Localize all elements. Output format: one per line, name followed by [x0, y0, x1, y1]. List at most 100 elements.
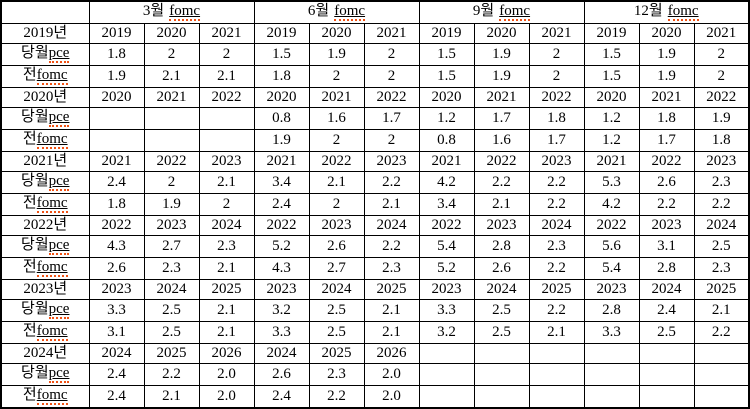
year-cell: 2024 — [143, 278, 200, 300]
value-cell: 1.9 — [143, 192, 200, 217]
value-cell: 1.9 — [473, 65, 530, 89]
year-cell: 2022 — [473, 151, 530, 172]
year-cell: 2021 — [418, 151, 475, 172]
value-cell: 2.3 — [693, 256, 750, 280]
label-latin-word: fomc — [499, 3, 531, 22]
label-latin-word: fomc — [169, 3, 201, 22]
year-cell: 2023 — [308, 215, 365, 236]
year-cell: 2022 — [693, 87, 750, 108]
year-cell: 2023 — [253, 278, 310, 300]
year-cell — [473, 342, 530, 364]
year-cell: 2023 — [583, 278, 640, 300]
year-cell: 2023 — [528, 151, 585, 172]
year-cell — [693, 342, 750, 364]
value-cell: 1.5 — [418, 65, 475, 89]
value-cell: 1.6 — [473, 128, 530, 153]
value-cell — [198, 106, 255, 130]
value-cell: 2 — [308, 192, 365, 217]
value-cell: 2.2 — [638, 192, 695, 217]
value-cell: 2 — [308, 128, 365, 153]
year-header-row: 2020년 2020 2021 2022 2020 2021 2022 2020 2021 202… — [0, 87, 750, 108]
year-cell: 2020 — [583, 87, 640, 108]
value-cell — [583, 362, 640, 386]
year-cell: 2025 — [308, 342, 365, 364]
label-korean-part: 전 — [22, 67, 37, 84]
value-cell: 2.3 — [363, 256, 420, 280]
label-latin-word: pce — [48, 172, 70, 191]
value-cell: 2.2 — [528, 170, 585, 194]
value-cell: 2 — [143, 42, 200, 67]
year-cell: 2022 — [198, 87, 255, 108]
value-cell: 2.5 — [308, 298, 365, 322]
value-cell — [528, 384, 585, 409]
value-cell — [473, 384, 530, 409]
value-cell: 2 — [363, 65, 420, 89]
prev-fomc-row: 전fomc 1.8 1.9 2 2.4 2 2.1 3.4 2.1 2.2 4.2 2.2 2.2 — [0, 192, 750, 217]
year-cell: 2024 — [198, 215, 255, 236]
year-cell: 2023 — [418, 278, 475, 300]
label-latin-word: pce — [48, 236, 70, 255]
year-cell: 2026 — [363, 342, 420, 364]
current-pce-row: 당월pce 1.8 2 2 1.5 1.9 2 1.5 1.9 2 1.5 1.9 2 — [0, 42, 750, 67]
block-year-label: 2022년 — [0, 215, 90, 236]
year-cell: 2021 — [198, 23, 255, 44]
value-cell: 1.9 — [693, 106, 750, 130]
value-cell: 0.8 — [418, 128, 475, 153]
value-cell: 2.0 — [363, 384, 420, 409]
value-cell — [143, 106, 200, 130]
value-cell: 2.7 — [308, 256, 365, 280]
year-cell: 2022 — [88, 215, 145, 236]
value-cell: 2.6 — [473, 256, 530, 280]
label-korean-part: 당월 — [21, 44, 49, 61]
year-cell: 2024 — [638, 278, 695, 300]
row-label-fomc: 전fomc — [0, 256, 90, 280]
year-cell: 2022 — [583, 215, 640, 236]
value-cell: 2 — [363, 128, 420, 153]
value-cell — [418, 384, 475, 409]
corner-cell — [0, 0, 90, 25]
group-header-cell: 9월 fomc — [418, 0, 585, 25]
year-cell: 2024 — [693, 215, 750, 236]
value-cell: 3.4 — [418, 192, 475, 217]
value-cell: 5.3 — [583, 170, 640, 194]
value-cell: 2.6 — [88, 256, 145, 280]
value-cell: 2.1 — [473, 192, 530, 217]
label-korean-part: 9월 — [472, 3, 495, 20]
block-year-label: 2023년 — [0, 278, 90, 300]
label-korean-part: 6월 — [307, 3, 330, 20]
year-cell: 2021 — [308, 87, 365, 108]
value-cell: 1.8 — [638, 106, 695, 130]
value-cell: 2.0 — [198, 384, 255, 409]
label-korean-part: 3월 — [142, 3, 165, 20]
value-cell: 2.5 — [308, 320, 365, 344]
value-cell — [88, 106, 145, 130]
value-cell: 2.2 — [693, 192, 750, 217]
value-cell: 3.4 — [253, 170, 310, 194]
value-cell: 3.3 — [418, 298, 475, 322]
value-cell: 2.4 — [88, 362, 145, 386]
value-cell: 1.5 — [583, 65, 640, 89]
current-pce-row: 당월pce 2.4 2.2 2.0 2.6 2.3 2.0 — [0, 362, 750, 386]
value-cell: 2.2 — [363, 170, 420, 194]
prev-fomc-row: 전fomc 2.4 2.1 2.0 2.4 2.2 2.0 — [0, 384, 750, 409]
year-cell: 2020 — [418, 87, 475, 108]
year-header-row: 2024년 2024 2025 2026 2024 2025 2026 — [0, 342, 750, 364]
value-cell: 2.2 — [528, 192, 585, 217]
value-cell: 1.8 — [88, 192, 145, 217]
label-latin-word: pce — [48, 300, 70, 319]
year-header-row: 2021년 2021 2022 2023 2021 2022 2023 2021 2022 202… — [0, 151, 750, 172]
value-cell: 2.3 — [143, 256, 200, 280]
row-label-pce: 당월pce — [0, 362, 90, 386]
value-cell: 5.4 — [583, 256, 640, 280]
label-korean-part: 당월 — [21, 236, 49, 253]
value-cell: 5.6 — [583, 234, 640, 258]
current-pce-row: 당월pce 2.4 2 2.1 3.4 2.1 2.2 4.2 2.2 2.2 5.3 2.6 2.3 — [0, 170, 750, 194]
value-cell: 1.6 — [308, 106, 365, 130]
value-cell: 2.3 — [693, 170, 750, 194]
year-cell: 2023 — [693, 151, 750, 172]
row-label-fomc: 전fomc — [0, 320, 90, 344]
value-cell: 3.1 — [638, 234, 695, 258]
label-latin-word: fomc — [36, 322, 68, 341]
